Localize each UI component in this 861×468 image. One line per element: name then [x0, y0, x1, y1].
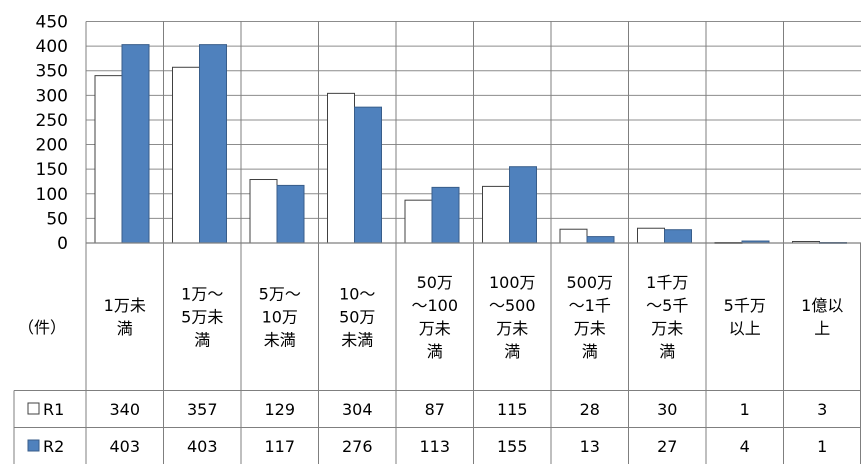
category-label: 万未 [496, 319, 528, 338]
bar-r2-2 [276, 184, 305, 244]
legend-key-r1 [27, 402, 40, 415]
data-value-r2-9: 1 [817, 437, 827, 456]
bar-r2-0 [121, 44, 150, 244]
data-value-r1-8: 1 [740, 400, 750, 419]
data-value-r2-4: 113 [419, 437, 450, 456]
bar-r1-1 [172, 66, 200, 244]
category-label: 50万 [417, 273, 453, 292]
data-value-r2-0: 403 [109, 437, 140, 456]
data-value-r2-8: 4 [740, 437, 750, 456]
category-label: 10～ [339, 284, 375, 303]
data-value-r2-5: 155 [497, 437, 528, 456]
category-label: 1万～ [181, 284, 223, 303]
bar-r1-3 [327, 92, 355, 244]
category-label: 万未 [651, 319, 683, 338]
data-value-r1-6: 28 [580, 400, 600, 419]
category-label: ～100 [411, 296, 458, 315]
data-value-r1-7: 30 [657, 400, 677, 419]
y-tick-label: 50 [46, 209, 68, 229]
data-value-r2-6: 13 [580, 437, 600, 456]
data-value-r1-5: 115 [497, 400, 528, 419]
y-tick-label: 250 [36, 111, 68, 131]
category-label: 5万未 [181, 307, 223, 326]
data-value-r2-3: 276 [342, 437, 373, 456]
data-value-r1-1: 357 [187, 400, 218, 419]
bar-r1-2 [249, 179, 278, 244]
category-label: 満 [659, 342, 675, 361]
category-label: 満 [194, 330, 210, 349]
data-value-r1-4: 87 [425, 400, 445, 419]
category-label: 1千万 [646, 273, 688, 292]
category-label: 万未 [574, 319, 606, 338]
category-label: ～5千 [646, 296, 688, 315]
category-label: 満 [504, 342, 520, 361]
bar-r1-5 [482, 185, 510, 244]
category-label: 1億以 [801, 296, 843, 315]
y-tick-label: 100 [36, 185, 68, 205]
data-value-r2-7: 27 [657, 437, 677, 456]
bar-r2-1 [199, 44, 227, 244]
category-label: 5千万 [724, 296, 766, 315]
bar-r2-3 [354, 106, 382, 244]
data-value-r1-0: 340 [109, 400, 140, 419]
bars-layer [94, 44, 847, 244]
category-label: ～500 [489, 296, 536, 315]
y-tick-label: 150 [36, 160, 68, 180]
y-axis: 0 50 100 150 200 250 300 350 400 450 [36, 13, 68, 255]
category-label: 満 [427, 342, 443, 361]
category-label: 満 [582, 342, 598, 361]
data-table: （件）1万未満1万～5万未満5万～10万未満10～50万未満50万～100万未満… [13, 21, 861, 464]
y-tick-label: 200 [36, 136, 68, 156]
category-label: 500万 [566, 273, 613, 292]
legend-label-r2: R2 [43, 437, 64, 456]
category-label: 満 [117, 319, 133, 338]
y-tick-label: 300 [36, 86, 68, 106]
category-label: 上 [814, 319, 830, 338]
category-label: 万未 [419, 319, 451, 338]
category-label: 50万 [339, 307, 375, 326]
category-label: 1万未 [104, 296, 146, 315]
bar-r2-7 [664, 229, 692, 244]
legend-label-r1: R1 [43, 400, 64, 419]
bar-r2-4 [431, 186, 460, 244]
data-value-r2-2: 117 [264, 437, 295, 456]
category-label: 10万 [262, 307, 298, 326]
category-label: ～1千 [569, 296, 611, 315]
y-tick-label: 400 [36, 37, 68, 57]
bar-r2-5 [509, 166, 537, 244]
category-label: 5万～ [259, 284, 301, 303]
y-tick-label: 350 [36, 62, 68, 82]
bar-r2-6 [586, 236, 615, 244]
bar-r1-7 [637, 227, 665, 244]
data-value-r1-9: 3 [817, 400, 827, 419]
bar-r1-0 [94, 75, 123, 244]
category-label: 未満 [341, 330, 373, 349]
y-tick-label: 450 [36, 13, 68, 33]
category-label: 100万 [489, 273, 536, 292]
bar-r1-6 [559, 228, 588, 244]
unit-label: （件） [18, 318, 66, 337]
data-value-r1-3: 304 [342, 400, 373, 419]
y-tick-label: 0 [57, 234, 68, 254]
category-label: 以上 [729, 319, 761, 338]
category-label: 未満 [264, 330, 296, 349]
bar-r1-4 [404, 199, 433, 244]
legend-key-r2 [27, 439, 40, 452]
data-value-r1-2: 129 [264, 400, 295, 419]
data-value-r2-1: 403 [187, 437, 218, 456]
